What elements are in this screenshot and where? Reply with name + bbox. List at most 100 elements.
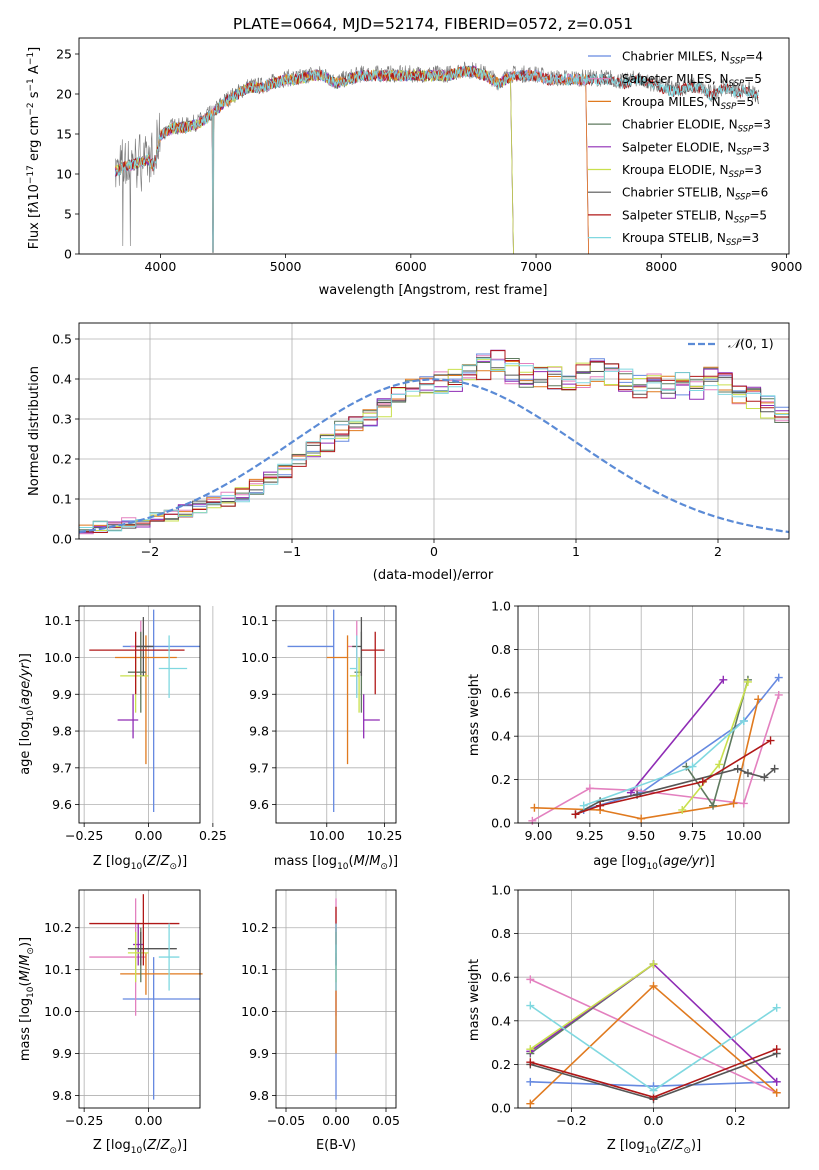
- weight-line-7: [575, 739, 771, 816]
- x-tick-label: 9.50: [627, 828, 655, 843]
- weight-marker-7: [766, 736, 775, 745]
- y-tick-label: 0.0: [491, 1101, 511, 1116]
- weight-marker-2: [772, 1088, 781, 1097]
- spectrum-ylabel: Flux [fλ10−17 erg cm−2 s−1 A−1]: [26, 47, 42, 249]
- x-tick-label: 0.05: [372, 1113, 400, 1128]
- y-tick-label: 0.0: [52, 532, 72, 547]
- mass-vs-ebv-panel: −0.05 0.00 0.05 9.8 9.9 10.0 10.1 10.2: [241, 889, 400, 1128]
- weight-marker-2: [637, 814, 646, 823]
- weight-line-4: [630, 679, 724, 794]
- weight-marker-8: [772, 1003, 781, 1012]
- weight-marker-1: [739, 799, 748, 808]
- weight-marker-0: [526, 1077, 535, 1086]
- y-tick-label: 0.2: [491, 1057, 511, 1072]
- age-mass-xlabel: mass [log10(M/M⊙)]: [274, 854, 398, 872]
- weight-marker-1: [528, 816, 537, 825]
- x-tick-label: −0.25: [65, 1113, 103, 1128]
- weight-marker-2: [530, 803, 539, 812]
- x-tick-label: 10.25: [367, 828, 403, 843]
- x-tick-label: 9000: [771, 259, 803, 274]
- x-tick-label: −1: [283, 544, 301, 559]
- weight-marker-1: [526, 975, 535, 984]
- y-tick-label: 9.8: [52, 724, 72, 739]
- y-tick-label: 0.6: [491, 685, 511, 700]
- legend-entry: Salpeter MILES, NSSP=5: [622, 72, 762, 89]
- x-tick-label: −0.05: [267, 1113, 305, 1128]
- y-tick-label: 10.2: [241, 920, 269, 935]
- x-tick-label: 0.00: [135, 828, 163, 843]
- age-z-ylabel: age [log10(age/yr)]: [18, 653, 36, 775]
- y-tick-label: 0.3: [52, 412, 72, 427]
- x-tick-label: −0.25: [65, 828, 103, 843]
- age-vs-mass-panel: 10.00 10.25 9.6 9.7 9.8 9.9 10.0 10.1: [241, 605, 403, 843]
- x-tick-label: 4000: [144, 259, 176, 274]
- figure-title: PLATE=0664, MJD=52174, FIBERID=0572, z=0…: [233, 15, 633, 33]
- model-spectrum-4: [114, 65, 514, 255]
- y-tick-label: 9.8: [249, 1088, 269, 1103]
- weight-marker-7: [571, 810, 580, 819]
- age-vs-metallicity-panel: −0.25 0.00 0.25 9.6 9.7 9.8 9.9 10.0 10.1: [44, 605, 227, 843]
- mass-z-ylabel: mass [log10(M/M⊙)]: [18, 937, 36, 1061]
- weight-marker-8: [739, 717, 748, 726]
- y-tick-label: 0.4: [491, 1013, 511, 1028]
- weight-z-ylabel: mass weight: [467, 959, 482, 1041]
- axes-frame: [275, 889, 397, 1109]
- weight-marker-5: [743, 677, 752, 686]
- mass-ebv-xlabel: E(B-V): [316, 1138, 356, 1153]
- axes-frame: [78, 322, 790, 540]
- gaussian-curve: [78, 378, 790, 534]
- weight-marker-6: [760, 773, 769, 782]
- x-tick-label: −0.2: [556, 1113, 586, 1128]
- x-tick-label: 9.75: [679, 828, 707, 843]
- x-tick-label: 0.25: [199, 828, 227, 843]
- y-tick-label: 5: [64, 207, 72, 222]
- weight-marker-8: [579, 801, 588, 810]
- weight-marker-4: [719, 675, 728, 684]
- axes-frame: [517, 889, 790, 1109]
- y-tick-label: 0.5: [52, 332, 72, 347]
- weight-marker-0: [774, 673, 783, 682]
- weight-marker-5: [715, 760, 724, 769]
- y-tick-label: 25: [56, 47, 72, 62]
- y-tick-label: 10.0: [241, 650, 269, 665]
- y-tick-label: 9.9: [249, 1046, 269, 1061]
- y-tick-label: 20: [56, 87, 72, 102]
- residual-xlabel: (data-model)/error: [373, 568, 494, 583]
- weight-line-1: [529, 978, 778, 1094]
- y-tick-label: 10.1: [44, 962, 72, 977]
- legend-entry: Chabrier ELODIE, NSSP=3: [622, 118, 771, 135]
- weight-marker-6: [733, 764, 742, 773]
- x-tick-label: 0.00: [135, 1113, 163, 1128]
- x-tick-label: 6000: [395, 259, 427, 274]
- weight-marker-5: [649, 960, 658, 969]
- x-tick-label: 0.0: [644, 1113, 664, 1128]
- axes-frame: [78, 37, 790, 255]
- mass-vs-metallicity-panel: −0.25 0.00 9.8 9.9 10.0 10.1 10.2: [44, 889, 203, 1128]
- residual-ylabel: Normed distribution: [27, 366, 42, 496]
- x-tick-label: 8000: [645, 259, 677, 274]
- y-tick-label: 9.9: [52, 1046, 72, 1061]
- y-tick-label: 10.1: [44, 613, 72, 628]
- weight-marker-7: [596, 801, 605, 810]
- weight-marker-1: [774, 690, 783, 699]
- weight-marker-6: [743, 769, 752, 778]
- y-tick-label: 9.6: [52, 797, 72, 812]
- y-tick-label: 10.0: [241, 1004, 269, 1019]
- y-tick-label: 0.8: [491, 926, 511, 941]
- y-tick-label: 0.2: [491, 772, 511, 787]
- legend-entry: Chabrier MILES, NSSP=4: [622, 50, 763, 67]
- y-tick-label: 0.1: [52, 492, 72, 507]
- weight-age-ylabel: mass weight: [467, 674, 482, 756]
- weight-line-3: [685, 679, 749, 808]
- weight-marker-2: [526, 1099, 535, 1108]
- mass-z-xlabel: Z [log10(Z/Z⊙)]: [93, 1138, 187, 1156]
- weight-marker-7: [698, 777, 707, 786]
- x-tick-label: −2: [141, 544, 159, 559]
- legend-entry: Kroupa STELIB, NSSP=3: [622, 231, 759, 248]
- weight-marker-3: [709, 801, 718, 810]
- histogram-8: [78, 357, 789, 535]
- x-tick-label: 7000: [520, 259, 552, 274]
- weight-marker-1: [585, 784, 594, 793]
- weight-marker-7: [526, 1058, 535, 1067]
- y-tick-label: 9.9: [249, 687, 269, 702]
